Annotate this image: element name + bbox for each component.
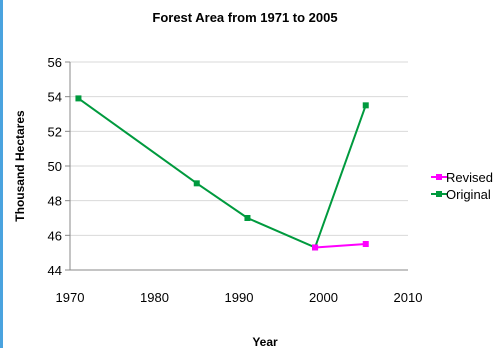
left-accent-bar [0,0,3,348]
y-tick-label: 48 [48,194,62,209]
x-tick-label: 1990 [225,290,254,305]
series-line [77,97,367,249]
data-point [362,102,369,109]
x-tick-label: 1980 [140,290,169,305]
x-tick-labels: 1970 1980 1990 2000 2010 [56,290,423,305]
y-tick-label: 56 [48,55,62,70]
y-tick-labels: 44 46 48 50 52 54 56 [48,55,62,278]
axes [65,61,408,271]
y-tick-label: 54 [48,90,62,105]
chart-title: Forest Area from 1971 to 2005 [152,10,337,25]
y-axis-title: Thousand Hectares [13,110,27,222]
x-tick-label: 1970 [56,290,85,305]
series-revised [312,241,369,251]
data-point [193,180,200,187]
y-tick-label: 44 [48,263,62,278]
legend-label: Revised [446,170,493,185]
grid-lines [70,61,408,236]
y-tick-label: 52 [48,124,62,139]
legend-label: Original [446,187,491,202]
legend-marker [436,191,442,197]
data-point [312,244,319,251]
series-original [75,95,369,251]
x-tick-label: 2000 [309,290,338,305]
legend-entry-revised: Revised [431,170,493,185]
legend-entry-original: Original [431,187,491,202]
data-point [244,215,251,221]
series-line [314,243,366,249]
x-axis-title: Year [252,335,278,348]
legend-marker [436,174,442,180]
y-tick-label: 46 [48,228,62,243]
x-tick-label: 2010 [394,290,423,305]
data-point [75,95,82,102]
y-tick-label: 50 [48,159,62,174]
series-layer [75,95,369,251]
data-point [362,241,369,247]
legend: Revised Original [431,170,493,202]
